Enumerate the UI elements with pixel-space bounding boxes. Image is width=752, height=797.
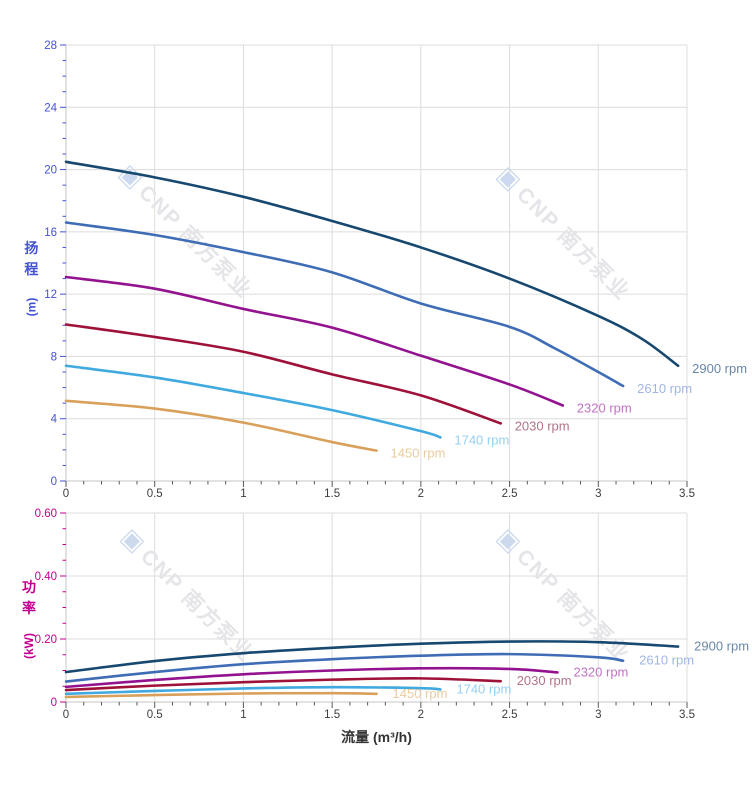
power-y-axis-title-char1: 功 [22, 579, 36, 595]
head-x-tick-label: 2.5 [502, 488, 518, 500]
head-curve-label-2320-rpm: 2320 rpm [577, 400, 632, 415]
power-curve-label-1450-rpm: 1450 rpm [393, 686, 448, 701]
cnp-watermark: ▣CNP 南方泵业 [492, 523, 636, 667]
head-y-tick-label: 12 [44, 289, 57, 301]
head-curve-2900-rpm [64, 160, 680, 368]
power-curve-1450-rpm [64, 691, 378, 699]
power-x-tick-label: 2 [418, 709, 424, 721]
cnp-watermark-text: CNP 南方泵业 [512, 544, 635, 667]
power-y-tick-label: 0.20 [35, 634, 57, 646]
power-curve-label-1740-rpm: 1740 rpm [456, 681, 511, 696]
power-x-tick-label: 1.5 [324, 709, 340, 721]
x-axis-title: 流量 (m³/h) [341, 729, 412, 745]
power-curve-label-2610-rpm: 2610 rpm [639, 653, 694, 668]
power-curve-2610-rpm [64, 652, 625, 683]
head-curve-label-1450-rpm: 1450 rpm [391, 446, 446, 461]
head-y-axis-unit: (m) [24, 297, 39, 317]
head-curve-label-2900-rpm: 2900 rpm [692, 361, 747, 376]
power-x-tick-label: 1 [240, 709, 246, 721]
power-x-tick-label: 3.5 [679, 709, 695, 721]
head-curve-label-2610-rpm: 2610 rpm [637, 381, 692, 396]
power-curve-2030-rpm [64, 677, 502, 692]
head-curve-label-2030-rpm: 2030 rpm [515, 418, 570, 433]
head-y-tick-label: 8 [51, 351, 57, 363]
head-x-tick-label: 3.5 [679, 488, 695, 500]
power-x-tick-label: 2.5 [502, 709, 518, 721]
power-y-tick-label: 0.60 [35, 508, 57, 520]
head-y-tick-label: 20 [44, 165, 57, 177]
head-x-tick-label: 2 [418, 488, 424, 500]
head-x-tick-label: 1 [240, 488, 246, 500]
head-y-tick-label: 28 [44, 40, 57, 52]
head-y-tick-label: 24 [44, 102, 57, 114]
power-curve-label-2320-rpm: 2320 rpm [573, 664, 628, 679]
power-curve-2320-rpm [64, 666, 559, 689]
head-y-tick-label: 0 [51, 476, 57, 488]
head-x-tick-label: 1.5 [324, 488, 340, 500]
cnp-watermark: ▣CNP 南方泵业 [492, 161, 636, 305]
power-x-tick-label: 3 [595, 709, 601, 721]
head-y-axis-title-char1: 扬 [24, 240, 39, 256]
power-y-axis-unit: (kW) [22, 633, 36, 659]
power-curve-2900-rpm [64, 640, 680, 674]
head-curve-2610-rpm [64, 221, 625, 388]
head-x-tick-label: 3 [595, 488, 601, 500]
power-curve-1740-rpm [64, 685, 442, 696]
head-x-tick-label: 0 [63, 488, 69, 500]
head-y-tick-label: 16 [44, 227, 57, 239]
head-curve-2320-rpm [64, 275, 565, 407]
cnp-watermark: ▣CNP 南方泵业 [116, 523, 260, 667]
power-y-axis-title: 功 率 (kW) [16, 577, 42, 659]
power-x-tick-label: 0 [63, 709, 69, 721]
head-x-tick-label: 0.5 [147, 488, 163, 500]
power-curve-label-2030-rpm: 2030 rpm [517, 673, 572, 688]
head-curve-label-1740-rpm: 1740 rpm [454, 432, 509, 447]
head-y-axis-title-char2: 程 [24, 261, 39, 277]
power-y-tick-label: 0 [51, 697, 57, 709]
head-curve-1450-rpm [64, 399, 378, 452]
head-y-tick-label: 4 [51, 414, 58, 426]
head-curve-1740-rpm [64, 364, 442, 439]
head-curve-2030-rpm [64, 323, 502, 425]
power-y-axis-title-char2: 率 [22, 600, 36, 616]
power-x-tick-label: 0.5 [147, 709, 163, 721]
power-y-tick-label: 0.40 [35, 571, 57, 583]
power-curve-label-2900-rpm: 2900 rpm [694, 639, 749, 654]
head-y-axis-title: 扬 程 (m) [22, 238, 41, 316]
